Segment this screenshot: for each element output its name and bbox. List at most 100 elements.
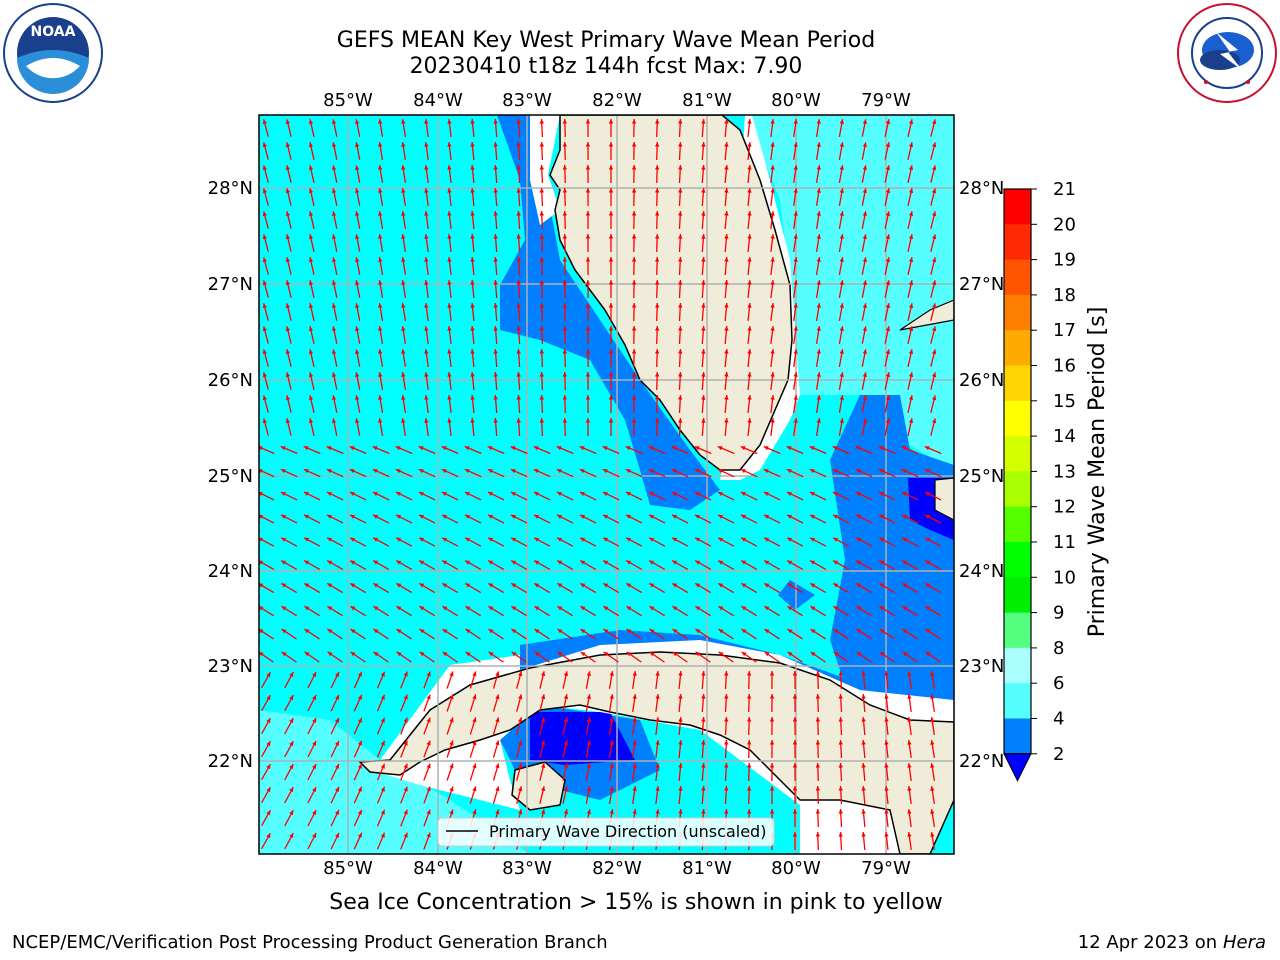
wave-arrow bbox=[815, 785, 820, 805]
wave-arrow bbox=[470, 417, 475, 437]
wave-arrow bbox=[533, 582, 551, 594]
wave-arrow bbox=[838, 394, 844, 414]
lon-label-bottom: 82°W bbox=[592, 858, 642, 879]
wave-arrow bbox=[655, 325, 660, 345]
wave-arrow bbox=[861, 165, 867, 183]
wave-arrow bbox=[631, 417, 637, 437]
wave-arrow bbox=[516, 256, 521, 276]
wave-arrow bbox=[815, 808, 820, 828]
wave-arrow bbox=[810, 651, 826, 663]
lon-label-top: 79°W bbox=[861, 90, 911, 111]
wave-arrow bbox=[465, 651, 481, 663]
wave-arrow bbox=[861, 303, 867, 321]
wave-arrow bbox=[838, 831, 843, 851]
wave-arrow bbox=[395, 560, 413, 570]
wave-arrow bbox=[815, 693, 820, 713]
wave-arrow bbox=[832, 582, 850, 594]
wave-arrow bbox=[695, 628, 711, 640]
wave-arrow bbox=[378, 325, 384, 345]
wave-arrow bbox=[884, 303, 891, 321]
wave-arrow bbox=[424, 211, 429, 229]
wave-arrow bbox=[815, 716, 820, 736]
wave-arrow bbox=[378, 233, 384, 253]
wave-arrow bbox=[907, 303, 914, 321]
wave-arrow bbox=[401, 164, 407, 184]
wave-arrow bbox=[308, 119, 315, 137]
wave-arrow bbox=[516, 118, 521, 138]
wave-arrow bbox=[562, 256, 567, 276]
wave-arrow bbox=[492, 717, 500, 735]
wave-arrow bbox=[307, 671, 317, 689]
wave-arrow bbox=[838, 693, 843, 713]
wave-arrow bbox=[400, 694, 408, 712]
wave-arrow bbox=[350, 628, 366, 640]
lat-label-left: 26°N bbox=[208, 370, 253, 391]
wave-arrow bbox=[396, 605, 412, 617]
wave-arrow bbox=[861, 395, 867, 413]
wave-arrow bbox=[884, 694, 889, 712]
wave-arrow bbox=[259, 651, 274, 663]
wave-arrow bbox=[608, 303, 614, 321]
wave-arrow bbox=[487, 491, 505, 501]
wave-arrow bbox=[907, 257, 914, 275]
wave-arrow bbox=[400, 717, 408, 735]
wave-arrow bbox=[447, 303, 452, 321]
wave-arrow bbox=[493, 256, 498, 276]
wave-arrow bbox=[861, 119, 867, 137]
wave-arrow bbox=[303, 468, 321, 478]
wave-arrow bbox=[539, 786, 546, 804]
wave-arrow bbox=[930, 739, 936, 759]
wave-arrow bbox=[625, 445, 643, 455]
wave-arrow bbox=[625, 468, 643, 478]
wave-arrow bbox=[678, 302, 683, 322]
wave-arrow bbox=[793, 119, 798, 137]
wave-arrow bbox=[925, 651, 941, 663]
colorbar-tick-label: 2 bbox=[1053, 744, 1064, 765]
wave-arrow bbox=[701, 233, 706, 253]
wave-arrow bbox=[838, 716, 843, 736]
wave-arrow bbox=[539, 187, 544, 207]
wave-arrow bbox=[259, 469, 275, 478]
wave-arrow bbox=[423, 809, 431, 827]
wave-arrow bbox=[285, 326, 292, 344]
wave-arrow bbox=[694, 560, 712, 570]
wave-arrow bbox=[442, 651, 458, 663]
wave-arrow bbox=[562, 118, 567, 138]
wave-arrow bbox=[284, 809, 294, 827]
wave-arrow bbox=[285, 119, 292, 137]
wave-arrow bbox=[332, 280, 338, 298]
wave-arrow bbox=[510, 445, 528, 455]
wave-arrow bbox=[769, 716, 775, 736]
wave-arrow bbox=[262, 326, 269, 344]
wave-arrow bbox=[930, 234, 937, 252]
wave-arrow bbox=[285, 188, 292, 206]
wave-arrow bbox=[585, 118, 591, 138]
colorbar: 21 20 19 18 17 16 15 14 13 12 11 10 9 8 6 4 2 bbox=[1003, 179, 1076, 782]
wave-arrow bbox=[907, 395, 914, 413]
wave-arrow bbox=[884, 280, 891, 298]
wave-arrow bbox=[562, 371, 567, 391]
wave-arrow bbox=[717, 582, 735, 594]
wave-arrow bbox=[694, 514, 712, 524]
wave-arrow bbox=[832, 445, 850, 455]
wave-arrow bbox=[332, 395, 338, 413]
wave-arrow bbox=[701, 394, 706, 414]
wave-arrow bbox=[585, 141, 591, 161]
wave-arrow bbox=[307, 786, 317, 804]
wave-arrow bbox=[769, 762, 775, 782]
wave-arrow bbox=[861, 372, 867, 390]
colorbar-segment bbox=[1004, 294, 1031, 331]
wave-arrow bbox=[701, 693, 706, 713]
wave-arrow bbox=[930, 395, 937, 413]
wave-arrow bbox=[717, 537, 735, 547]
wave-arrow bbox=[470, 164, 475, 184]
wave-arrow bbox=[332, 142, 338, 160]
wave-arrow bbox=[510, 560, 528, 570]
wave-arrow bbox=[516, 187, 521, 207]
wave-arrow bbox=[701, 348, 706, 368]
wave-arrow bbox=[516, 325, 521, 345]
wave-arrow bbox=[724, 187, 729, 207]
wave-arrow bbox=[678, 187, 683, 207]
wave-arrow bbox=[349, 491, 367, 501]
wave-arrow bbox=[764, 605, 780, 617]
